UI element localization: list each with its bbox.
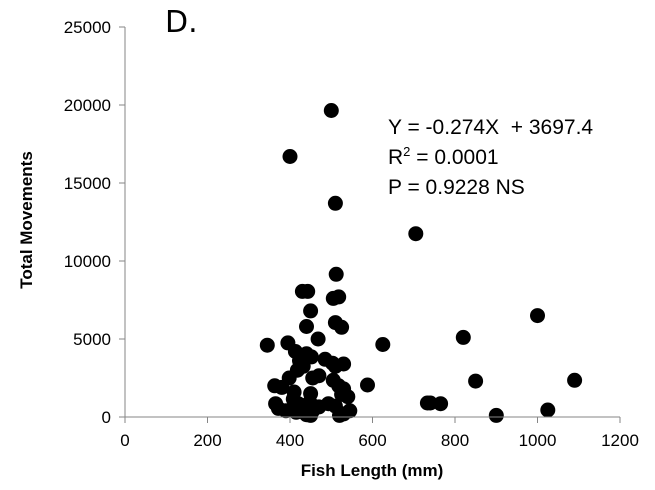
panel-label: D.	[165, 5, 198, 40]
x-tick-label: 600	[358, 431, 386, 450]
data-point	[334, 319, 350, 335]
data-point	[323, 103, 339, 118]
data-point	[327, 358, 343, 374]
x-tick-label: 0	[120, 431, 129, 450]
regression-equation: Y = -0.274X + 3697.4	[388, 116, 593, 139]
y-tick-label: 0	[102, 408, 111, 427]
data-point	[282, 149, 298, 164]
data-point	[540, 402, 556, 418]
data-point	[468, 373, 484, 389]
data-point	[332, 407, 347, 423]
y-tick-label: 10000	[64, 252, 111, 271]
data-point	[327, 195, 343, 211]
data-point	[299, 319, 314, 334]
x-tick-label: 800	[441, 431, 469, 450]
data-point	[567, 372, 583, 388]
data-point	[274, 379, 290, 395]
data-point	[455, 329, 471, 345]
data-point	[488, 407, 504, 423]
x-tick-label: 200	[193, 431, 221, 450]
data-point	[331, 289, 347, 305]
x-axis-title: Fish Length (mm)	[301, 461, 444, 480]
p-value: P = 0.9228 NS	[388, 176, 525, 199]
r-squared-superscript: 2	[403, 144, 410, 159]
data-point	[375, 337, 391, 352]
data-point	[530, 308, 545, 324]
data-point	[422, 395, 438, 411]
r-squared-prefix: R	[388, 146, 403, 169]
data-point	[305, 370, 321, 386]
plot-area	[259, 103, 583, 423]
y-tick-label: 25000	[64, 18, 111, 37]
data-point	[303, 407, 319, 423]
data-point	[360, 377, 375, 393]
data-point	[300, 283, 316, 299]
r-squared-value: = 0.0001	[410, 146, 498, 169]
y-tick-label: 15000	[64, 174, 111, 193]
y-axis-title: Total Movements	[17, 151, 36, 289]
regression-annotation: Y = -0.274X + 3697.4 R2 = 0.0001 P = 0.9…	[388, 116, 593, 199]
y-tick-label: 5000	[73, 330, 111, 349]
x-tick-label: 1000	[519, 431, 557, 450]
data-point	[328, 266, 344, 282]
data-point	[310, 331, 326, 347]
tick-labels: 0 200 400 600 800 1000 1200 0 5000 10000 15000 2000…	[64, 18, 639, 450]
data-point	[408, 226, 424, 242]
r-squared: R2 = 0.0001	[388, 144, 499, 169]
y-tick-label: 20000	[64, 96, 111, 115]
x-tick-label: 400	[276, 431, 304, 450]
data-point	[340, 389, 356, 405]
axes	[119, 26, 621, 423]
data-point	[259, 337, 275, 353]
data-point	[303, 303, 319, 319]
x-tick-label: 1200	[601, 431, 639, 450]
